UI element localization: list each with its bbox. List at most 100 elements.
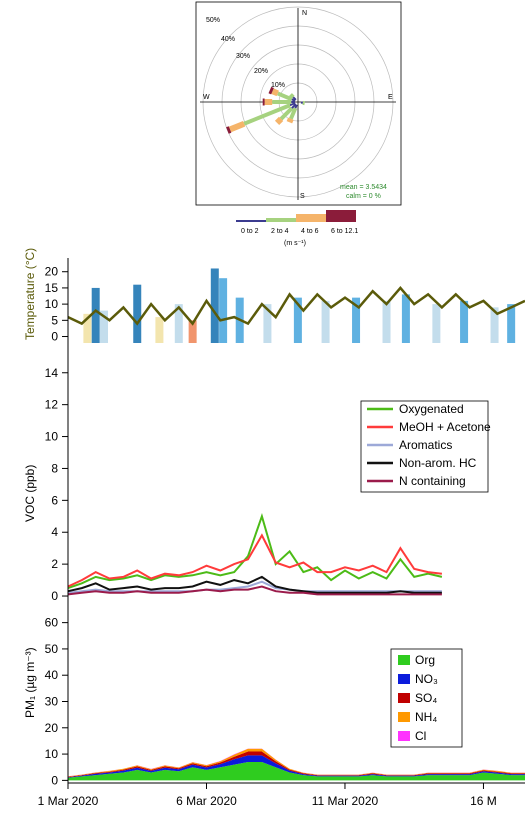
- temperature-bar: [432, 304, 441, 343]
- temperature-bar: [83, 313, 92, 343]
- pm1-legend-items: Org NO₃ SO₄ NH₄ Cl: [398, 653, 438, 743]
- pm1-legend-label: NH₄: [415, 710, 437, 724]
- wind-rose-segment: [274, 116, 284, 126]
- pm1-tick-label: 60: [45, 616, 59, 630]
- wind-speed-bin-label: 0 to 2: [241, 228, 259, 235]
- temperature-tick-label: 5: [51, 313, 58, 327]
- wind-rose-segment: [226, 126, 232, 134]
- voc-legend-label: Non-arom. HC: [399, 456, 477, 470]
- wind-speed-legend: 0 to 2 2 to 4 4 to 6 6 to 12.1: [236, 210, 358, 235]
- temperature-ylabel: Temperature (°C): [23, 248, 37, 340]
- voc-legend-label: MeOH + Acetone: [399, 420, 491, 434]
- pm1-legend-swatch: [398, 655, 410, 665]
- wind-rose-segment: [228, 120, 246, 133]
- temperature-bar: [293, 297, 302, 343]
- x-tick-label: 1 Mar 2020: [38, 794, 99, 808]
- x-tick-label: 16 M: [470, 794, 497, 808]
- temperature-bar: [507, 304, 516, 343]
- temperature-bar: [263, 304, 272, 343]
- pm1-ylabel: PM₁ (µg m⁻³): [23, 647, 37, 718]
- temperature-bar: [133, 284, 142, 343]
- pm1-area: [68, 762, 525, 781]
- temperature-bar: [174, 304, 183, 343]
- pm1-x-axis: 1 Mar 2020 6 Mar 2020 11 Mar 2020 16 M: [38, 783, 497, 808]
- temperature-bar: [219, 278, 228, 343]
- pm1-area: [68, 751, 525, 778]
- wind-calm-stat: calm = 0 %: [346, 193, 381, 200]
- pm1-area: [68, 755, 525, 778]
- pm1-legend-label: NO₃: [415, 672, 438, 686]
- wind-rose-segment: [243, 103, 291, 126]
- pm1-y-axis: 0 10 20 30 40 50 60: [45, 616, 68, 787]
- dir-south: S: [300, 193, 305, 200]
- radial-label-10: 10%: [271, 82, 285, 89]
- voc-tick-label: 14: [45, 366, 59, 380]
- wind-rose-segment: [276, 91, 293, 102]
- voc-tick-label: 4: [51, 525, 58, 539]
- radial-label-50: 50%: [206, 17, 220, 24]
- wind-rose-segment: [286, 117, 294, 124]
- pm1-legend-swatch: [398, 674, 410, 684]
- wind-speed-swatch: [266, 218, 296, 222]
- radial-label-20: 20%: [254, 68, 268, 75]
- wind-speed-bin-label: 2 to 4: [271, 228, 289, 235]
- pm1-legend-label: SO₄: [415, 691, 437, 705]
- dir-north: N: [302, 10, 307, 17]
- wind-rose: N E S W 50% 40% 30% 20% 10% mean = 3.543…: [195, 1, 402, 247]
- voc-legend: Oxygenated MeOH + Acetone Aromatics Non-aro…: [360, 400, 491, 493]
- temperature-tick-label: 15: [45, 281, 59, 295]
- wind-speed-unit: (m s⁻¹): [284, 240, 306, 247]
- temperature-tick-label: 10: [45, 297, 59, 311]
- voc-legend-label: N containing: [399, 474, 466, 488]
- pm1-area: [68, 748, 525, 777]
- temperature-tick-label: 0: [51, 330, 58, 344]
- temperature-bar: [401, 294, 410, 343]
- wind-rose-segment: [291, 98, 296, 102]
- voc-tick-label: 6: [51, 493, 58, 507]
- wind-rose-segment: [279, 106, 294, 121]
- temperature-bar: [321, 300, 330, 343]
- wind-rose-segment: [294, 104, 298, 109]
- wind-speed-bin-label: 4 to 6: [301, 228, 319, 235]
- wind-rose-segment: [268, 86, 274, 95]
- voc-legend-label: Aromatics: [399, 438, 452, 452]
- pm1-panel: 0 10 20 30 40 50 60 PM₁ (µg m⁻³) Org NO₃ SO₄ NH₄ C…: [23, 616, 525, 808]
- voc-series-line: [67, 533, 443, 588]
- voc-series-line: [67, 585, 442, 596]
- temperature-bar: [382, 300, 391, 343]
- voc-tick-label: 8: [51, 461, 58, 475]
- wind-speed-bin-label: 6 to 12.1: [331, 228, 358, 235]
- pm1-legend: Org NO₃ SO₄ NH₄ Cl: [390, 648, 463, 748]
- temperature-panel: 0 5 10 15 20 Temperature (°C): [23, 248, 525, 344]
- voc-tick-label: 2: [51, 557, 58, 571]
- temperature-bar: [210, 268, 219, 343]
- wind-rose-petals: [226, 86, 306, 134]
- radial-label-40: 40%: [221, 36, 235, 43]
- voc-panel: 0 2 4 6 8 10 12 14 VOC (ppb) Oxygenated MeOH + A…: [23, 366, 491, 603]
- x-tick-label: 6 Mar 2020: [176, 794, 237, 808]
- wind-speed-swatch: [236, 220, 266, 222]
- voc-tick-label: 10: [45, 430, 59, 444]
- temperature-bar: [490, 307, 499, 343]
- voc-ylabel: VOC (ppb): [23, 465, 37, 522]
- temperature-bar: [91, 287, 100, 343]
- wind-rose-segment: [289, 102, 296, 107]
- pm1-stacked-areas: [68, 748, 525, 781]
- pm1-legend-swatch: [398, 712, 410, 722]
- dir-east: E: [388, 94, 393, 101]
- wind-rose-segment: [271, 88, 279, 97]
- voc-series: [67, 513, 443, 596]
- voc-y-axis: 0 2 4 6 8 10 12 14: [45, 366, 68, 603]
- x-tick-label: 11 Mar 2020: [312, 794, 379, 808]
- pm1-tick-label: 20: [45, 721, 59, 735]
- temperature-bars: [83, 268, 516, 343]
- voc-tick-label: 12: [45, 398, 59, 412]
- voc-series-line: [67, 513, 443, 590]
- temperature-bar: [155, 317, 164, 343]
- temperature-tick-label: 20: [45, 265, 59, 279]
- temperature-line: [67, 285, 525, 326]
- pm1-tick-label: 50: [45, 642, 59, 656]
- pm1-tick-label: 30: [45, 695, 59, 709]
- temperature-y-axis: 0 5 10 15 20: [45, 265, 68, 344]
